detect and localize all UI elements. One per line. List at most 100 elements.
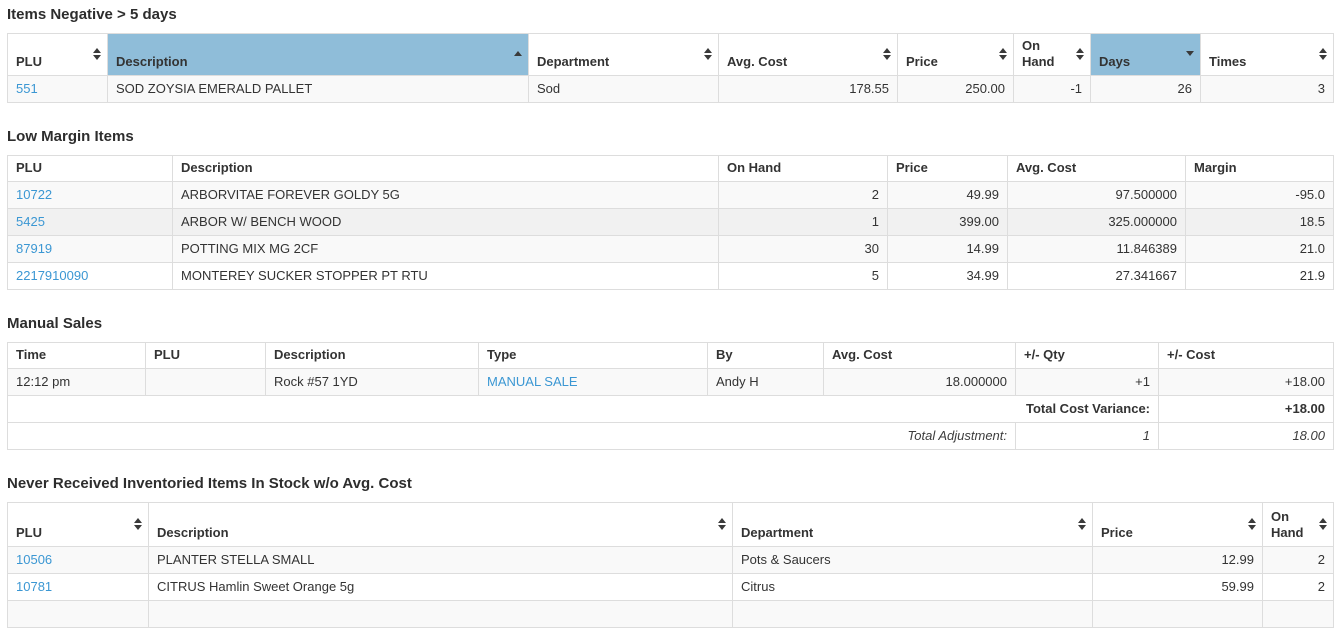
cell-on-hand: 5 (718, 262, 888, 290)
column-header-plu[interactable]: PLU (7, 502, 149, 547)
plu-link[interactable]: 5425 (16, 214, 45, 229)
column-header-margin: Margin (1185, 155, 1334, 182)
cell-avg-cost: 97.500000 (1007, 181, 1186, 209)
column-header-label: Days (1099, 54, 1131, 69)
column-header-label: Avg. Cost (1016, 160, 1077, 175)
column-header-on-hand[interactable]: On Hand (1013, 33, 1091, 76)
column-header-label: Description (181, 160, 253, 175)
cell-cost: +18.00 (1158, 368, 1334, 396)
cell-plu: 10781 (7, 573, 149, 601)
sort-both-icon (1076, 47, 1084, 60)
cell-price (1092, 600, 1263, 628)
plu-link[interactable]: 10781 (16, 579, 53, 594)
column-header-description[interactable]: Description (148, 502, 733, 547)
table-row: 2217910090 MONTEREY SUCKER STOPPER PT RTU… (7, 262, 1334, 290)
plu-link[interactable]: 10722 (16, 187, 53, 202)
column-header-label: Description (274, 347, 346, 362)
sort-both-icon (1078, 517, 1086, 530)
column-header-price: Price (887, 155, 1008, 182)
total-cost-variance-value: +18.00 (1158, 395, 1334, 423)
column-header-on-hand[interactable]: On Hand (1262, 502, 1334, 547)
type-link[interactable]: MANUAL SALE (487, 374, 578, 389)
column-header-days[interactable]: Days (1090, 33, 1201, 76)
table-row: 10506 PLANTER STELLA SMALL Pots & Saucers 1… (7, 546, 1334, 574)
cell-department (732, 600, 1093, 628)
cell-type: MANUAL SALE (478, 368, 708, 396)
column-header-times[interactable]: Times (1200, 33, 1334, 76)
cell-times: 3 (1200, 75, 1334, 103)
plu-link[interactable]: 10506 (16, 552, 53, 567)
cell-plu (7, 600, 149, 628)
cell-plu: 10506 (7, 546, 149, 574)
column-header-label: On Hand (1271, 509, 1304, 540)
column-header-label: By (716, 347, 733, 362)
column-header-plu: PLU (7, 155, 173, 182)
total-adjustment-qty: 1 (1015, 422, 1159, 450)
table-row: Total Adjustment: 1 18.00 (7, 422, 1334, 450)
cell-avg-cost: 11.846389 (1007, 235, 1186, 263)
cell-description: CITRUS Hamlin Sweet Orange 5g (148, 573, 733, 601)
column-header-label: On Hand (1022, 38, 1055, 69)
manual-sales-title: Manual Sales (7, 315, 103, 332)
cell-description: SOD ZOYSIA EMERALD PALLET (107, 75, 529, 103)
cell-avg-cost: 325.000000 (1007, 208, 1186, 236)
column-header-label: Avg. Cost (727, 54, 788, 69)
cell-description (148, 600, 733, 628)
column-header-price[interactable]: Price (897, 33, 1014, 76)
column-header-qty: +/- Qty (1015, 342, 1159, 369)
sort-both-icon (704, 47, 712, 60)
plu-link[interactable]: 551 (16, 81, 38, 96)
column-header-label: Margin (1194, 160, 1237, 175)
sort-both-icon (134, 517, 142, 530)
sort-both-icon (883, 47, 891, 60)
cell-margin: 21.0 (1185, 235, 1334, 263)
cell-price: 49.99 (887, 181, 1008, 209)
column-header-label: Avg. Cost (832, 347, 893, 362)
column-header-on-hand: On Hand (718, 155, 888, 182)
plu-link[interactable]: 87919 (16, 241, 53, 256)
never-received-table: PLU Description Department Price On Hand 1050… (7, 502, 1334, 628)
cell-price: 399.00 (887, 208, 1008, 236)
column-header-description[interactable]: Description (107, 33, 529, 76)
table-row: 87919 POTTING MIX MG 2CF 30 14.99 11.846389 2… (7, 235, 1334, 263)
header-row: Time PLU Description Type By Avg. Cost +/- Qty… (7, 342, 1334, 369)
cell-avg-cost: 27.341667 (1007, 262, 1186, 290)
column-header-label: Description (116, 54, 188, 69)
sort-asc-icon (514, 50, 522, 56)
column-header-department[interactable]: Department (732, 502, 1093, 547)
column-header-department[interactable]: Department (528, 33, 719, 76)
column-header-label: +/- Qty (1024, 347, 1065, 362)
items-negative-table: PLU Description Department Avg. Cost Price On… (7, 33, 1334, 103)
header-row: PLU Description Department Avg. Cost Price On… (7, 33, 1334, 76)
cell-margin: 21.9 (1185, 262, 1334, 290)
sort-both-icon (1319, 517, 1327, 530)
items-negative-title: Items Negative > 5 days (7, 6, 177, 23)
column-header-avg-cost[interactable]: Avg. Cost (718, 33, 898, 76)
cell-by: Andy H (707, 368, 824, 396)
cell-description: ARBORVITAE FOREVER GOLDY 5G (172, 181, 719, 209)
column-header-label: Department (537, 54, 610, 69)
cell-department: Sod (528, 75, 719, 103)
plu-link[interactable]: 2217910090 (16, 268, 89, 283)
table-row (7, 600, 1334, 628)
manual-sales-table: Time PLU Description Type By Avg. Cost +/- Qty… (7, 342, 1334, 450)
column-header-price[interactable]: Price (1092, 502, 1263, 547)
column-header-by: By (707, 342, 824, 369)
cell-plu: 2217910090 (7, 262, 173, 290)
cell-description: POTTING MIX MG 2CF (172, 235, 719, 263)
table-row: 5425 ARBOR W/ BENCH WOOD 1 399.00 325.000000… (7, 208, 1334, 236)
column-header-plu[interactable]: PLU (7, 33, 108, 76)
cell-price: 12.99 (1092, 546, 1263, 574)
sort-both-icon (718, 517, 726, 530)
cell-department: Pots & Saucers (732, 546, 1093, 574)
column-header-label: PLU (154, 347, 180, 362)
table-row: 10781 CITRUS Hamlin Sweet Orange 5g Citrus… (7, 573, 1334, 601)
column-header-label: Price (906, 54, 938, 69)
cell-plu: 551 (7, 75, 108, 103)
sort-both-icon (999, 47, 1007, 60)
low-margin-items-title: Low Margin Items (7, 128, 134, 145)
cell-on-hand: -1 (1013, 75, 1091, 103)
cell-avg-cost: 178.55 (718, 75, 898, 103)
header-row: PLU Description Department Price On Hand (7, 502, 1334, 547)
cell-on-hand: 2 (1262, 546, 1334, 574)
